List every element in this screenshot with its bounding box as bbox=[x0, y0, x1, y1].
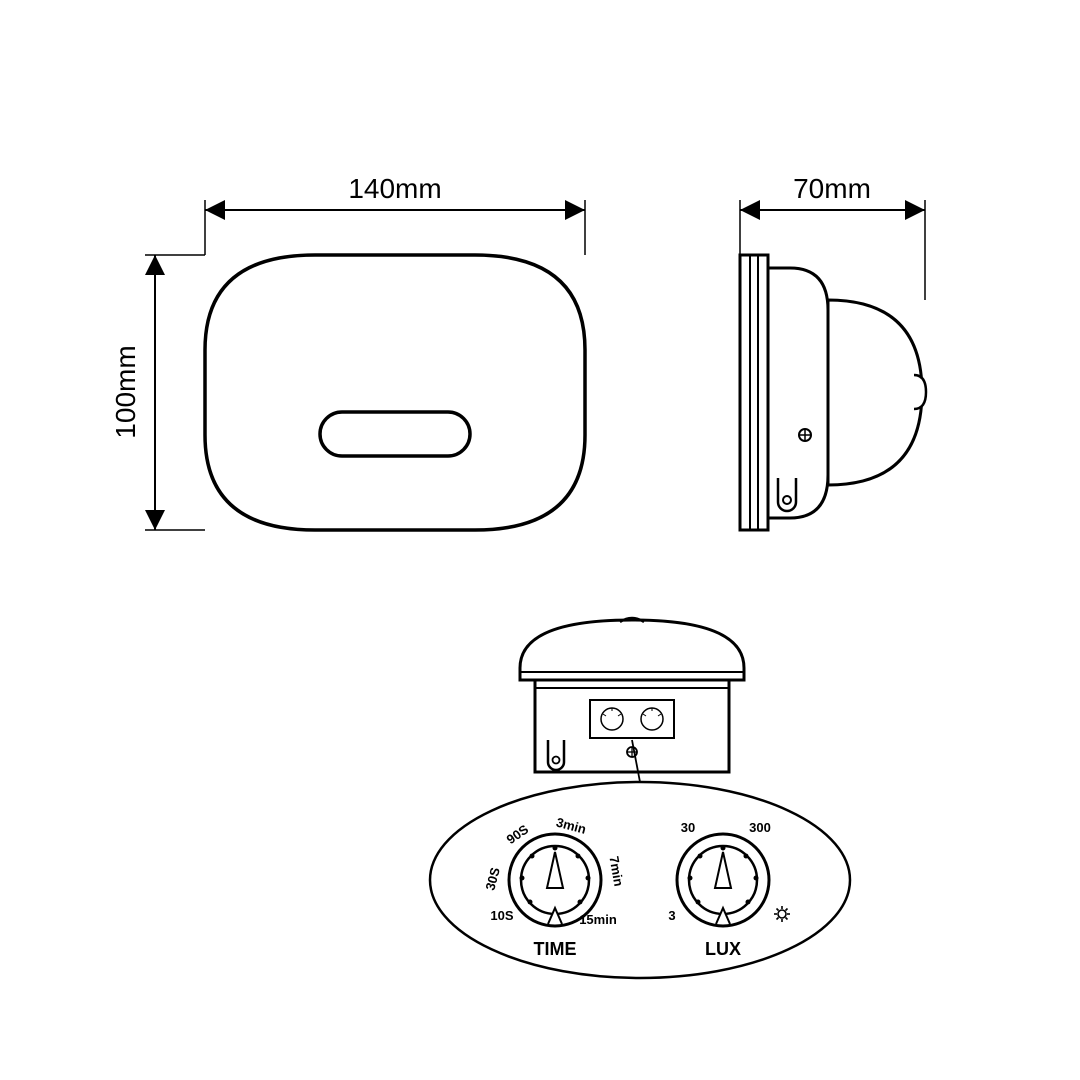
dim-side-width-label: 70mm bbox=[793, 173, 871, 204]
lux-tick-1: 30 bbox=[681, 820, 695, 835]
bottom-view bbox=[520, 618, 744, 772]
front-sensor-window bbox=[320, 412, 470, 456]
time-tick-5: 15min bbox=[579, 912, 617, 927]
dim-front-height-label: 100mm bbox=[110, 345, 141, 438]
front-view bbox=[205, 255, 585, 530]
front-body-outline bbox=[205, 255, 585, 530]
lux-tick-2: 300 bbox=[749, 820, 771, 835]
lux-dial-label: LUX bbox=[705, 939, 741, 959]
lux-tick-0: 3 bbox=[668, 908, 675, 923]
side-view bbox=[740, 255, 926, 530]
time-dial-label: TIME bbox=[534, 939, 577, 959]
time-tick-0: 10S bbox=[490, 908, 513, 923]
dim-front-width: 140mm bbox=[205, 173, 585, 255]
dim-front-width-label: 140mm bbox=[348, 173, 441, 204]
dim-front-height: 100mm bbox=[110, 255, 205, 530]
